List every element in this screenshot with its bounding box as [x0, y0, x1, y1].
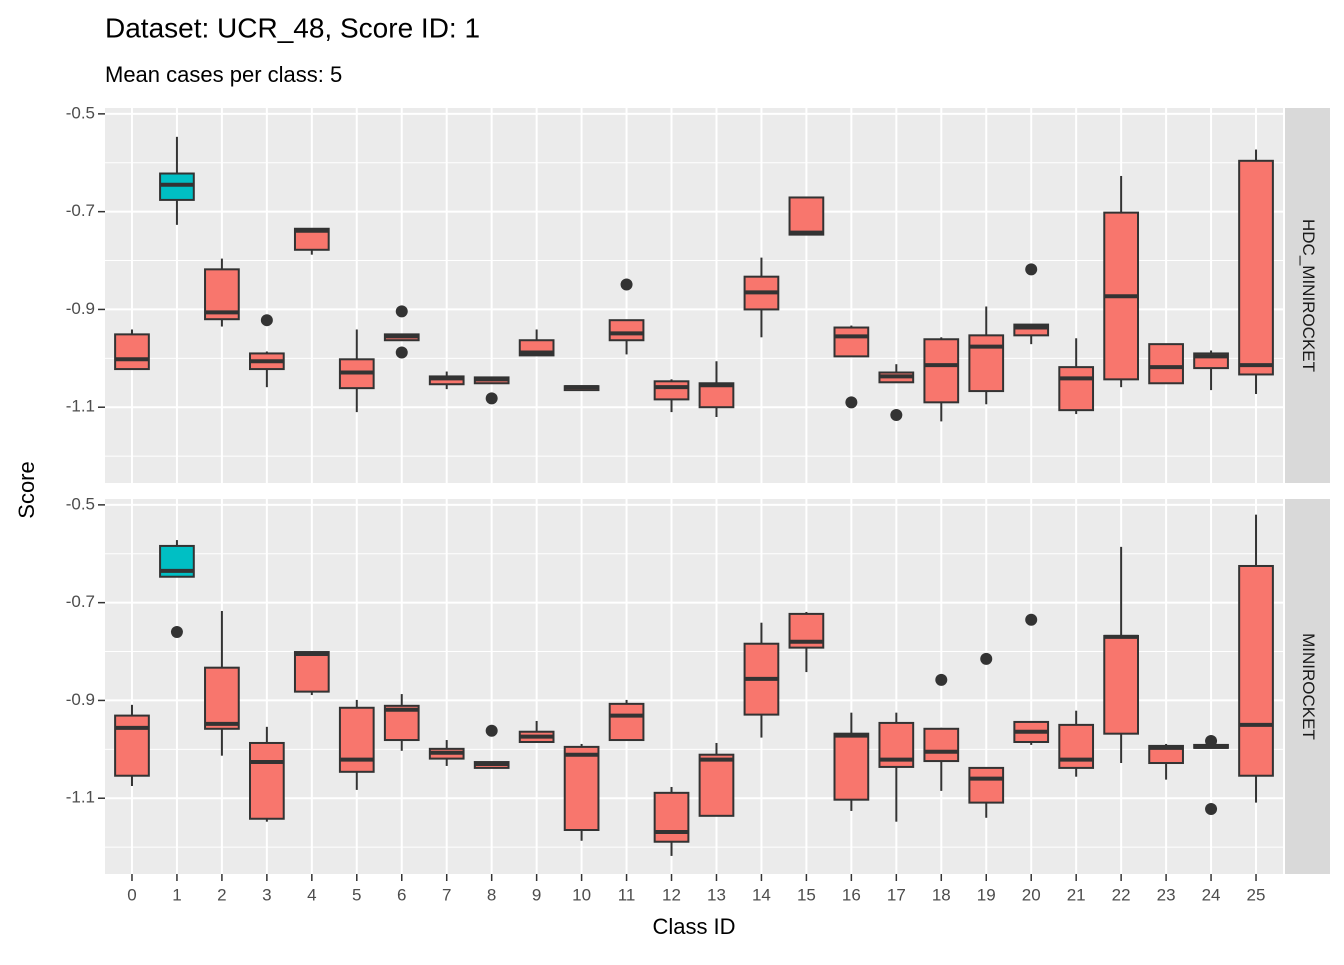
facet-strip [1285, 108, 1330, 483]
box [1058, 366, 1095, 412]
x-tick-label: 4 [307, 885, 316, 904]
facet-label: MINIROCKET [1299, 633, 1318, 740]
box [1103, 634, 1139, 735]
outlier [395, 346, 408, 359]
x-tick-label: 1 [172, 885, 181, 904]
chart-title: Dataset: UCR_48, Score ID: 1 [105, 12, 480, 43]
y-axis-title: Score [14, 461, 39, 518]
box [968, 766, 1005, 804]
x-axis-title: Class ID [652, 914, 735, 939]
box [293, 651, 330, 693]
x-tick-label: 19 [977, 885, 996, 904]
x-tick-label: 21 [1067, 885, 1086, 904]
y-tick-label: -1.1 [66, 788, 95, 807]
x-tick-label: 8 [487, 885, 496, 904]
panel-background [105, 108, 1283, 483]
x-tick-label: 2 [217, 885, 226, 904]
box [968, 334, 1005, 393]
box [788, 196, 825, 236]
x-tick-label: 22 [1112, 885, 1131, 904]
x-tick-label: 15 [797, 885, 816, 904]
box [1148, 343, 1184, 385]
outlier [1025, 263, 1038, 276]
x-tick-label: 10 [572, 885, 591, 904]
box [1238, 159, 1274, 376]
x-tick-label: 17 [887, 885, 906, 904]
x-tick-label: 0 [127, 885, 136, 904]
box [833, 326, 870, 358]
x-tick-label: 18 [932, 885, 951, 904]
box [1013, 323, 1050, 337]
outlier [1205, 802, 1218, 815]
x-tick-label: 24 [1202, 885, 1221, 904]
y-tick-label: -1.1 [66, 397, 95, 416]
box [698, 753, 735, 817]
box [249, 741, 285, 820]
box [608, 319, 645, 342]
y-tick-label: -0.5 [66, 103, 95, 122]
x-tick-label: 25 [1247, 885, 1266, 904]
y-tick-label: -0.7 [66, 201, 95, 220]
x-tick-label: 14 [752, 885, 771, 904]
outlier [395, 305, 408, 318]
outlier [260, 314, 273, 327]
facet-label: HDC_MINIROCKET [1299, 219, 1318, 372]
x-tick-label: 20 [1022, 885, 1041, 904]
facet-strip [1285, 499, 1330, 874]
box [923, 727, 960, 763]
x-tick-label: 6 [397, 885, 406, 904]
box [204, 666, 240, 730]
box [114, 333, 150, 371]
x-tick-label: 9 [532, 885, 541, 904]
box [833, 732, 870, 801]
box [338, 706, 375, 773]
outlier [485, 724, 498, 737]
x-tick-label: 7 [442, 885, 451, 904]
outlier [485, 392, 498, 405]
y-tick-label: -0.5 [66, 494, 95, 513]
box [563, 745, 600, 831]
box [923, 338, 960, 404]
x-tick-label: 3 [262, 885, 271, 904]
y-tick-label: -0.9 [66, 690, 95, 709]
y-tick-label: -0.9 [66, 299, 95, 318]
x-tick-label: 16 [842, 885, 861, 904]
box [1238, 564, 1274, 777]
x-tick-label: 11 [618, 885, 636, 904]
outlier [890, 409, 903, 422]
x-tick-label: 13 [707, 885, 726, 904]
chart-subtitle: Mean cases per class: 5 [105, 62, 342, 87]
box [653, 380, 690, 401]
x-tick-label: 23 [1157, 885, 1176, 904]
box [653, 791, 690, 843]
x-tick-label: 5 [352, 885, 361, 904]
outlier [1205, 735, 1218, 748]
outlier [980, 652, 993, 665]
outlier [845, 396, 858, 409]
outlier [170, 625, 183, 638]
outlier [935, 673, 948, 686]
x-tick-label: 12 [662, 885, 681, 904]
outlier [620, 278, 633, 291]
y-tick-label: -0.7 [66, 592, 95, 611]
box [608, 702, 645, 742]
outlier [1025, 613, 1038, 626]
box [114, 714, 150, 777]
